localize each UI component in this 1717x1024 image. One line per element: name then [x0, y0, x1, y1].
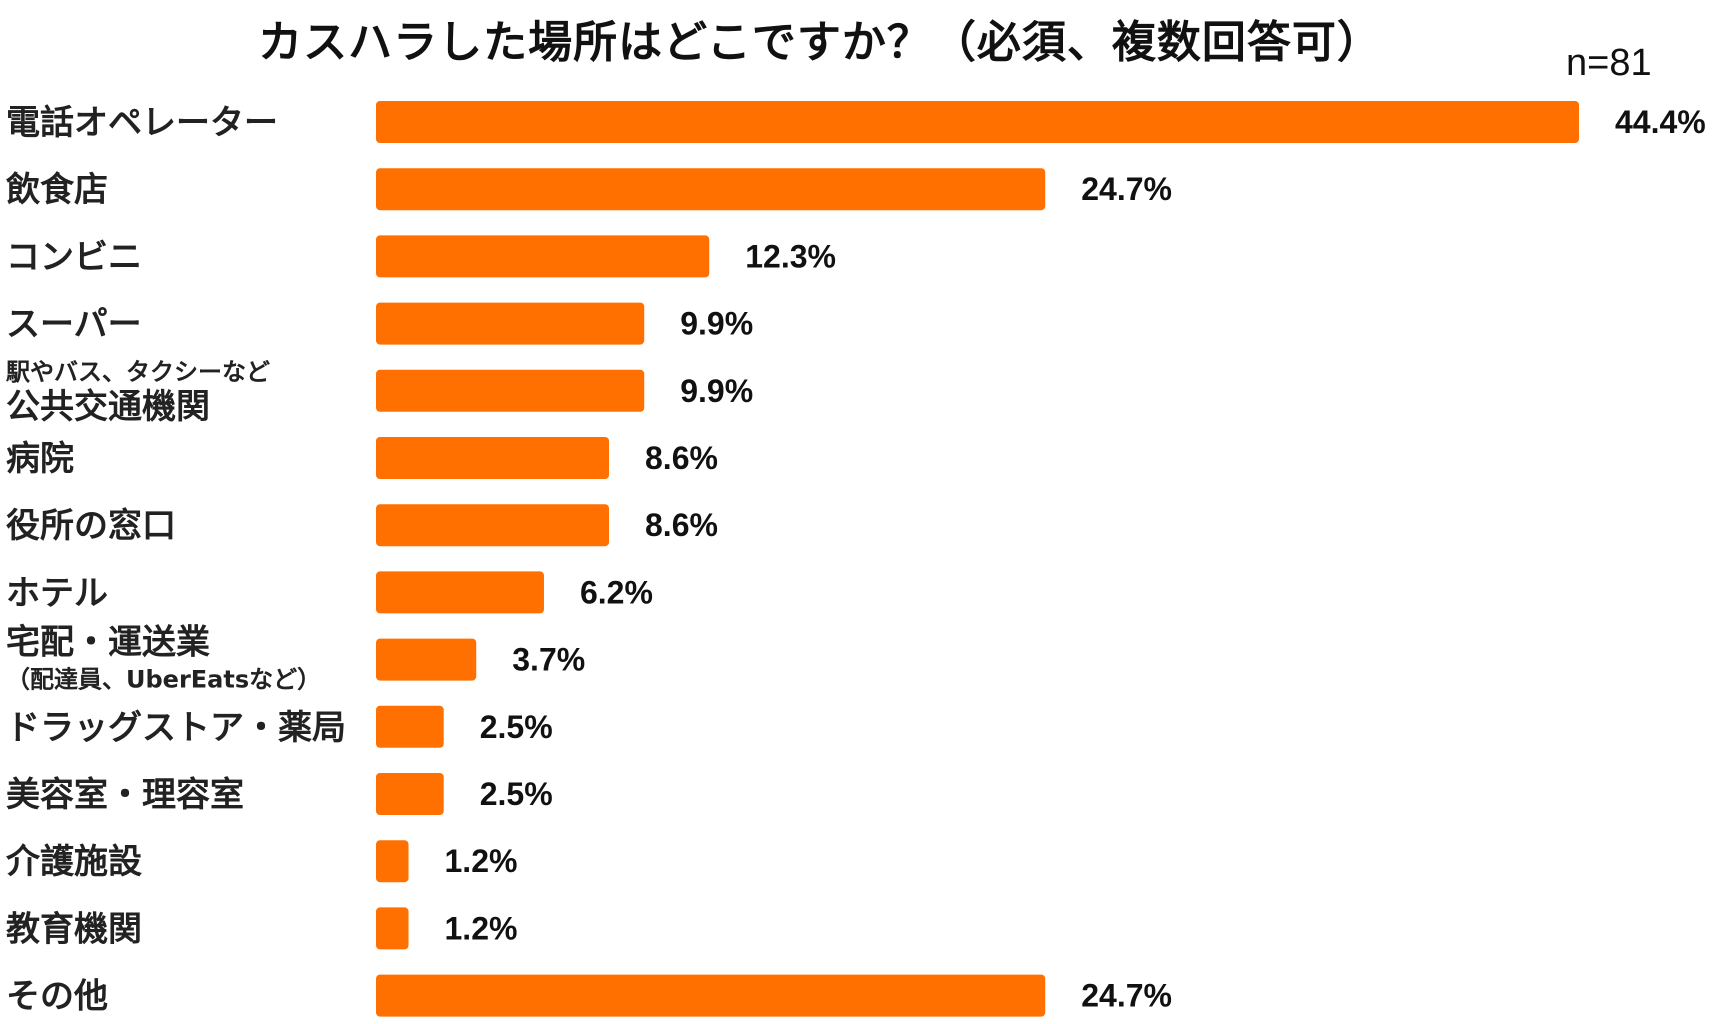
category-label-6-line-0: 役所の窓口	[6, 506, 176, 546]
category-label-7-line-0: ホテル	[6, 573, 108, 613]
bar-10	[376, 773, 444, 815]
category-label-11-line-0: 介護施設	[6, 842, 142, 882]
bar-12	[376, 907, 409, 950]
bar-1	[376, 168, 1046, 211]
value-label-2: 12.3%	[745, 238, 836, 274]
value-label-6: 8.6%	[645, 507, 718, 543]
value-label-7: 6.2%	[580, 574, 653, 610]
chart-title: カスハラした場所はどこですか？（必須、複数回答可）	[258, 17, 1382, 68]
bar-9	[376, 705, 444, 748]
category-label-12-line-0: 教育機関	[6, 909, 142, 949]
value-label-8: 3.7%	[512, 642, 585, 678]
category-label-3-line-0: スーパー	[6, 305, 142, 345]
category-label-8-line-1: （配達員、UberEatsなど）	[6, 666, 321, 694]
value-label-3: 9.9%	[680, 306, 753, 342]
value-label-5: 8.6%	[645, 440, 718, 476]
category-label-4-line-0: 駅やバス、タクシーなど	[6, 358, 270, 386]
value-label-1: 24.7%	[1081, 171, 1172, 207]
value-label-4: 9.9%	[680, 373, 753, 409]
category-label-4-line-1: 公共交通機関	[6, 387, 210, 427]
category-label-5-line-0: 病院	[6, 439, 74, 479]
bar-0	[376, 101, 1579, 143]
category-label-9-line-0: ドラッグストア・薬局	[6, 708, 346, 748]
value-label-13: 24.7%	[1081, 978, 1172, 1014]
category-label-1-line-0: 飲食店	[6, 170, 108, 210]
category-label-13-line-0: その他	[6, 977, 108, 1017]
bar-6	[376, 504, 610, 547]
bar-13	[376, 974, 1046, 1017]
category-label-2-line-0: コンビニ	[6, 237, 142, 277]
bar-7	[376, 571, 544, 614]
bar-5	[376, 437, 610, 479]
category-label-0-line-0: 電話オペレーター	[6, 103, 278, 143]
sample-size-note: n=81	[1566, 42, 1652, 84]
bar-3	[376, 302, 645, 345]
bar-2	[376, 235, 710, 278]
value-label-0: 44.4%	[1615, 104, 1706, 140]
category-label-8-line-0: 宅配・運送業	[6, 623, 210, 663]
bar-4	[376, 369, 645, 412]
bar-8	[376, 638, 477, 681]
value-label-11: 1.2%	[445, 843, 518, 879]
bar-11	[376, 840, 409, 883]
value-label-10: 2.5%	[480, 776, 553, 812]
value-label-12: 1.2%	[445, 910, 518, 946]
value-label-9: 2.5%	[480, 709, 553, 745]
category-label-10-line-0: 美容室・理容室	[6, 775, 244, 815]
